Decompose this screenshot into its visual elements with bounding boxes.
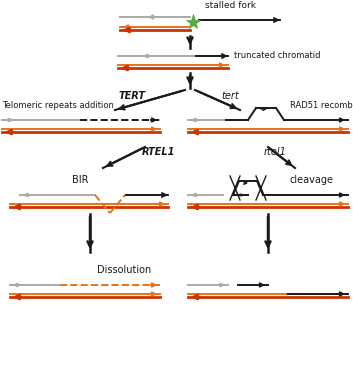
Text: Telomeric repeats addition: Telomeric repeats addition <box>2 101 114 110</box>
Text: Dissolution: Dissolution <box>97 265 151 275</box>
Text: tert: tert <box>221 91 239 101</box>
Text: BIR: BIR <box>72 175 89 185</box>
Text: TERT: TERT <box>119 91 145 101</box>
Text: stalled fork: stalled fork <box>205 1 256 10</box>
Text: rtel1: rtel1 <box>264 147 286 157</box>
Text: cleavage: cleavage <box>290 175 334 185</box>
Text: truncated chromatid: truncated chromatid <box>234 51 321 60</box>
Text: RAD51 recombination: RAD51 recombination <box>290 101 353 110</box>
Text: RTEL1: RTEL1 <box>141 147 175 157</box>
